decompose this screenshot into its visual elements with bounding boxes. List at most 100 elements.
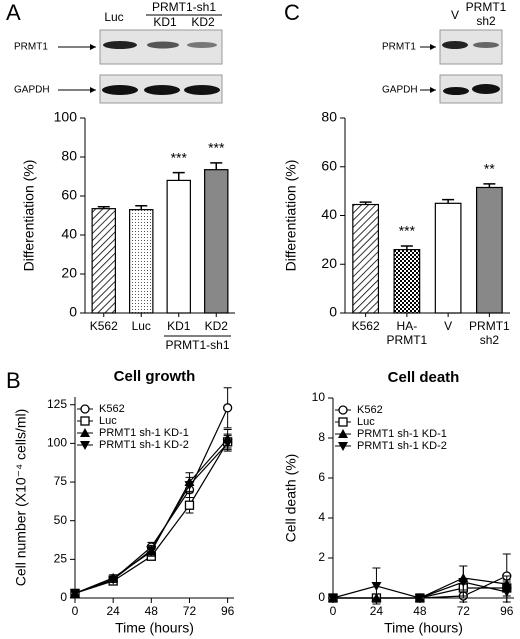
x-tick-label: PRMT1 — [469, 319, 510, 333]
band — [184, 85, 220, 95]
marker — [222, 403, 233, 413]
x-tick-label: K562 — [352, 319, 380, 333]
y-tick-label: 25 — [54, 552, 68, 566]
legend-label: Luc — [99, 415, 117, 427]
blot: Luc PRMT1-sh1 KD1 KD2 PRMT1 GAPDH — [14, 0, 223, 104]
y-tick-label: 0 — [69, 304, 77, 320]
x-tick-label: KD2 — [205, 319, 229, 333]
y-tick-label: 100 — [54, 109, 78, 125]
row-label: GAPDH — [382, 85, 418, 96]
bar — [204, 169, 229, 314]
marker — [414, 594, 425, 603]
x-tick-label: 48 — [413, 604, 427, 618]
marker — [80, 416, 90, 426]
row-label: PRMT1 — [382, 42, 416, 53]
x-tick-label: KD1 — [167, 319, 191, 333]
significance: *** — [208, 140, 225, 156]
bar — [129, 209, 154, 314]
panel-label: A — [6, 0, 21, 25]
error-bar — [135, 205, 148, 210]
legend-label: K562 — [99, 403, 125, 415]
y-axis-label: Cell number (X10⁻⁴ cells/ml) — [13, 409, 29, 587]
error-bar — [210, 162, 223, 170]
marker — [184, 500, 195, 510]
y-tick-label: 80 — [61, 148, 77, 164]
x-tick-label: 72 — [457, 604, 471, 618]
lane-label: PRMT1 — [466, 0, 507, 14]
arrow-head — [430, 44, 436, 50]
marker — [184, 481, 195, 491]
band — [442, 41, 468, 49]
blot: V PRMT1 sh2 PRMT1 GAPDH — [382, 0, 507, 104]
lane-label: Luc — [104, 10, 123, 24]
y-tick-label: 75 — [54, 474, 68, 488]
y-tick-label: 60 — [61, 187, 77, 203]
x-tick-label: Luc — [132, 319, 151, 333]
marker — [80, 404, 90, 414]
marker — [338, 417, 348, 427]
marker — [328, 594, 338, 603]
bar — [393, 249, 421, 314]
legend-label: K562 — [357, 404, 383, 416]
panel-label: B — [6, 368, 21, 393]
x-tick-label: K562 — [90, 319, 118, 333]
y-tick-label: 20 — [321, 255, 337, 271]
marker — [108, 575, 119, 585]
x-axis-label: Time (hours) — [115, 620, 194, 636]
chart-title: Cell growth — [114, 368, 196, 385]
legend-label: PRMT1 sh-1 KD-1 — [357, 428, 447, 440]
marker — [338, 429, 348, 438]
band — [443, 87, 469, 95]
marker — [371, 582, 382, 591]
x-tick-label: HA- — [397, 319, 418, 333]
error-bar — [400, 245, 413, 250]
y-tick-label: 2 — [318, 550, 325, 564]
y-axis-label: Cell death (%) — [283, 454, 299, 543]
legend-label: PRMT1 sh-1 KD-1 — [99, 427, 189, 439]
marker — [146, 546, 157, 556]
marker — [458, 578, 469, 587]
y-tick-label: 40 — [61, 226, 77, 242]
arrow-head — [430, 87, 436, 93]
y-tick-label: 20 — [61, 265, 77, 281]
y-tick-label: 40 — [321, 206, 337, 222]
x-tick-label: 24 — [370, 604, 384, 618]
significance: *** — [171, 149, 188, 165]
x-tick-label: 0 — [72, 604, 79, 618]
y-tick-label: 0 — [60, 590, 67, 604]
y-tick-label: 10 — [312, 390, 326, 404]
error-bar — [359, 201, 372, 205]
x-axis-label: Time (hours) — [384, 620, 463, 636]
significance: *** — [399, 223, 416, 239]
error-bar — [172, 171, 185, 181]
x-tick-label: 72 — [183, 604, 197, 618]
arrow-head — [90, 44, 96, 50]
legend-label: PRMT1 sh-1 KD-2 — [357, 440, 447, 452]
bar — [475, 186, 503, 314]
bar — [166, 179, 191, 314]
band — [102, 85, 138, 95]
chart-title: Cell death — [388, 369, 460, 386]
band — [147, 41, 179, 49]
y-tick-label: 6 — [318, 470, 325, 484]
error-bar — [97, 205, 110, 209]
lane-label: V — [451, 8, 459, 22]
y-tick-label: 0 — [318, 590, 325, 604]
marker — [222, 439, 233, 449]
row-label: GAPDH — [14, 85, 50, 96]
marker — [338, 442, 348, 451]
y-axis-label: Differentiation (%) — [21, 160, 37, 272]
x-tick-label: PRMT1 — [387, 333, 428, 347]
band — [103, 41, 137, 49]
x-tick-label: 96 — [221, 604, 235, 618]
y-tick-label: 50 — [54, 513, 68, 527]
band — [472, 84, 500, 94]
bar — [91, 208, 116, 314]
legend-label: Luc — [357, 416, 375, 428]
y-tick-label: 100 — [47, 436, 67, 450]
y-tick-label: 125 — [47, 397, 67, 411]
lane-label: sh2 — [476, 14, 496, 28]
y-tick-label: 60 — [321, 157, 337, 173]
